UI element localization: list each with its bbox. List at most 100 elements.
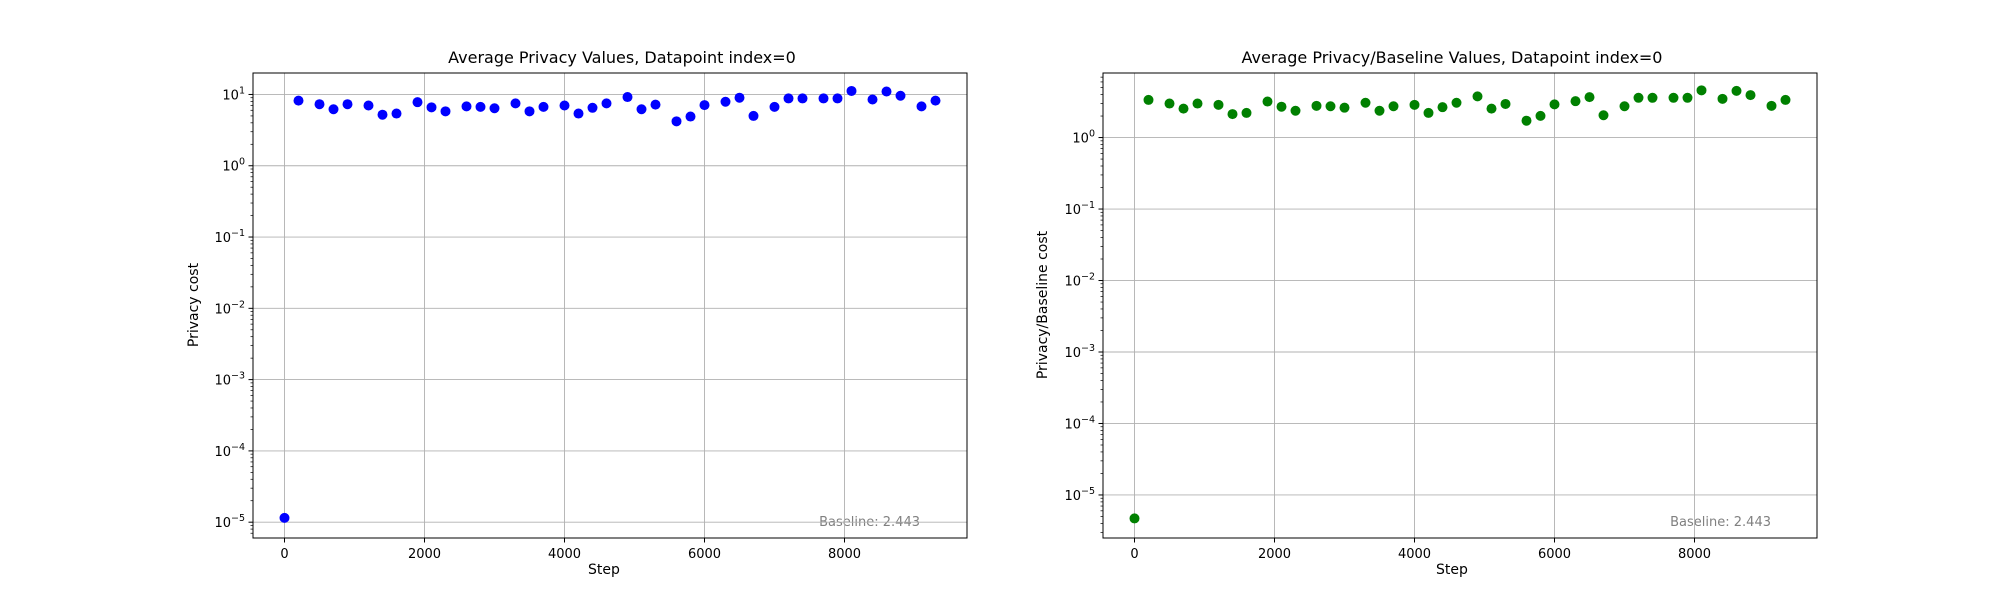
axes-frame bbox=[1102, 72, 1818, 539]
data-point bbox=[1178, 103, 1189, 114]
x-axis-label: Step bbox=[588, 562, 620, 578]
data-point bbox=[1290, 105, 1301, 116]
data-point bbox=[832, 93, 843, 104]
x-tick-label: 2000 bbox=[408, 547, 441, 562]
data-point bbox=[1213, 99, 1224, 110]
data-point bbox=[1164, 98, 1175, 109]
y-tick-label: 10−5 bbox=[1064, 486, 1095, 504]
y-tick-label: 10−2 bbox=[214, 299, 245, 317]
y-tick-label: 101 bbox=[222, 85, 245, 103]
data-point bbox=[1423, 107, 1434, 118]
x-axis-ticks: 0 2000 4000 6000 8000 bbox=[280, 538, 861, 562]
data-point bbox=[489, 103, 500, 114]
data-point bbox=[1486, 103, 1497, 114]
data-point bbox=[783, 93, 794, 104]
data-point bbox=[342, 99, 353, 110]
data-point bbox=[1360, 97, 1371, 108]
y-tick-label: 10−4 bbox=[214, 442, 245, 460]
data-point bbox=[1129, 513, 1140, 524]
data-point bbox=[1584, 92, 1595, 103]
data-point bbox=[1374, 105, 1385, 116]
data-point bbox=[475, 101, 486, 112]
data-point bbox=[748, 110, 759, 121]
data-point bbox=[916, 101, 927, 112]
data-point bbox=[867, 94, 878, 105]
plot-area bbox=[1100, 72, 1818, 539]
y-axis-ticks: 10−5 10−4 10−3 10−2 10−1 100 101 bbox=[214, 85, 253, 531]
y-tick-label: 100 bbox=[222, 157, 245, 175]
y-tick-label: 100 bbox=[1072, 129, 1095, 147]
data-point bbox=[1668, 92, 1679, 103]
data-point bbox=[895, 90, 906, 101]
x-tick-label: 6000 bbox=[1538, 547, 1571, 562]
x-tick-label: 6000 bbox=[688, 547, 721, 562]
y-tick-label: 10−1 bbox=[1064, 200, 1095, 218]
data-point bbox=[1143, 94, 1154, 105]
chart-panel-privacy-baseline: Average Privacy/Baseline Values, Datapoi… bbox=[1035, 48, 1818, 578]
data-point bbox=[1682, 92, 1693, 103]
data-points bbox=[279, 85, 941, 523]
data-point bbox=[1276, 101, 1287, 112]
data-point bbox=[1451, 97, 1462, 108]
data-point bbox=[559, 100, 570, 111]
data-point bbox=[671, 116, 682, 127]
data-point bbox=[293, 95, 304, 106]
data-point bbox=[524, 106, 535, 117]
plot-area bbox=[250, 72, 968, 539]
data-point bbox=[1311, 100, 1322, 111]
data-point bbox=[622, 92, 633, 103]
y-axis-ticks: 10−5 10−4 10−3 10−2 10−1 100 bbox=[1064, 129, 1103, 504]
data-point bbox=[1262, 96, 1273, 107]
data-point bbox=[734, 92, 745, 103]
data-point bbox=[1598, 110, 1609, 121]
y-tick-label: 10−4 bbox=[1064, 414, 1095, 432]
data-point bbox=[1731, 85, 1742, 96]
chart-title: Average Privacy/Baseline Values, Datapoi… bbox=[1242, 48, 1663, 67]
data-point bbox=[818, 93, 829, 104]
x-tick-label: 4000 bbox=[548, 547, 581, 562]
data-point bbox=[720, 96, 731, 107]
data-point bbox=[1633, 92, 1644, 103]
data-point bbox=[440, 106, 451, 117]
data-point bbox=[1766, 100, 1777, 111]
data-point bbox=[391, 108, 402, 119]
x-tick-label: 0 bbox=[280, 547, 288, 562]
y-tick-label: 10−1 bbox=[214, 228, 245, 246]
x-tick-label: 0 bbox=[1130, 547, 1138, 562]
x-axis-label: Step bbox=[1436, 562, 1468, 578]
data-point bbox=[363, 100, 374, 111]
data-point bbox=[328, 104, 339, 115]
data-point bbox=[461, 101, 472, 112]
y-tick-label: 10−3 bbox=[214, 371, 245, 389]
data-point bbox=[930, 95, 941, 106]
data-points bbox=[1129, 85, 1791, 524]
y-tick-label: 10−3 bbox=[1064, 343, 1095, 361]
y-tick-label: 10−2 bbox=[1064, 272, 1095, 290]
data-point bbox=[685, 111, 696, 122]
chart-panel-privacy: Average Privacy Values, Datapoint index=… bbox=[186, 48, 968, 578]
data-point bbox=[1500, 98, 1511, 109]
data-point bbox=[636, 104, 647, 115]
data-point bbox=[1227, 109, 1238, 120]
axes-frame bbox=[252, 72, 968, 539]
x-axis-ticks: 0 2000 4000 6000 8000 bbox=[1130, 538, 1711, 562]
data-point bbox=[1437, 102, 1448, 113]
data-point bbox=[314, 99, 325, 110]
data-point bbox=[769, 101, 780, 112]
y-axis-label: Privacy/Baseline cost bbox=[1035, 230, 1051, 379]
grid bbox=[1103, 73, 1817, 538]
data-point bbox=[377, 109, 388, 120]
grid bbox=[253, 73, 967, 538]
data-point bbox=[279, 512, 290, 523]
data-point bbox=[1339, 102, 1350, 113]
data-point bbox=[797, 93, 808, 104]
data-point bbox=[1388, 101, 1399, 112]
data-point bbox=[412, 97, 423, 108]
data-point bbox=[587, 102, 598, 113]
data-point bbox=[1717, 93, 1728, 104]
data-point bbox=[1696, 85, 1707, 96]
data-point bbox=[1472, 91, 1483, 102]
data-point bbox=[699, 100, 710, 111]
